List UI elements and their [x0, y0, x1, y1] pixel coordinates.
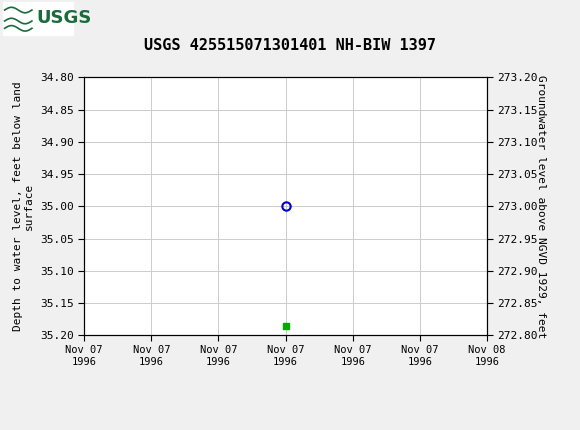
Text: USGS: USGS — [36, 9, 91, 27]
Y-axis label: Groundwater level above NGVD 1929, feet: Groundwater level above NGVD 1929, feet — [536, 75, 546, 338]
Y-axis label: Depth to water level, feet below land
surface: Depth to water level, feet below land su… — [13, 82, 34, 331]
Text: USGS 425515071301401 NH-BIW 1397: USGS 425515071301401 NH-BIW 1397 — [144, 38, 436, 52]
Bar — [3, 2, 72, 35]
